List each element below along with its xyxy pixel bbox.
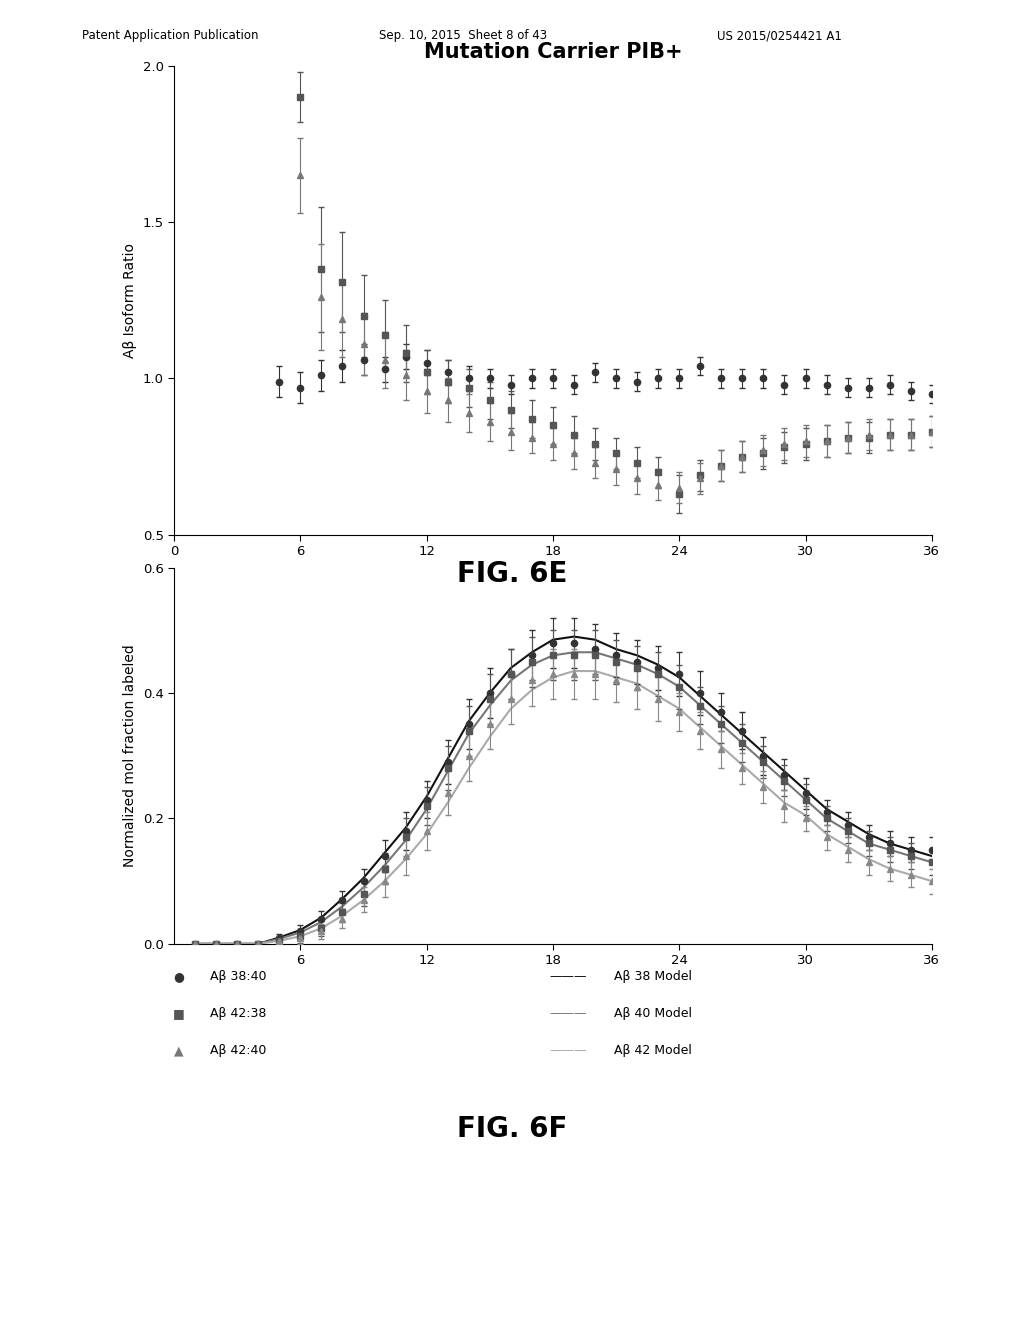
Title: Mutation Carrier PIB+: Mutation Carrier PIB+ [424,42,682,62]
Text: Patent Application Publication: Patent Application Publication [82,29,258,42]
Text: ———: ——— [550,1044,587,1057]
Text: Aβ 38:40: Aβ 38:40 [210,970,266,983]
Text: Aβ 38 Model: Aβ 38 Model [614,970,692,983]
Text: ▲: ▲ [174,1044,184,1057]
Y-axis label: Normalized mol fraction labeled: Normalized mol fraction labeled [123,644,137,867]
Text: Aβ 42:38: Aβ 42:38 [210,1007,266,1020]
Text: US 2015/0254421 A1: US 2015/0254421 A1 [717,29,842,42]
Text: ●: ● [174,970,184,983]
Text: Aβ 42 Model: Aβ 42 Model [614,1044,692,1057]
Text: Aβ 40 Model: Aβ 40 Model [614,1007,692,1020]
Text: FIG. 6E: FIG. 6E [457,560,567,589]
Text: Sep. 10, 2015  Sheet 8 of 43: Sep. 10, 2015 Sheet 8 of 43 [379,29,547,42]
Text: Aβ 42:40: Aβ 42:40 [210,1044,266,1057]
Y-axis label: Aβ Isoform Ratio: Aβ Isoform Ratio [123,243,137,358]
Text: ■: ■ [173,1007,185,1020]
Text: ———: ——— [550,970,587,983]
Text: FIG. 6F: FIG. 6F [457,1114,567,1143]
Text: ———: ——— [550,1007,587,1020]
